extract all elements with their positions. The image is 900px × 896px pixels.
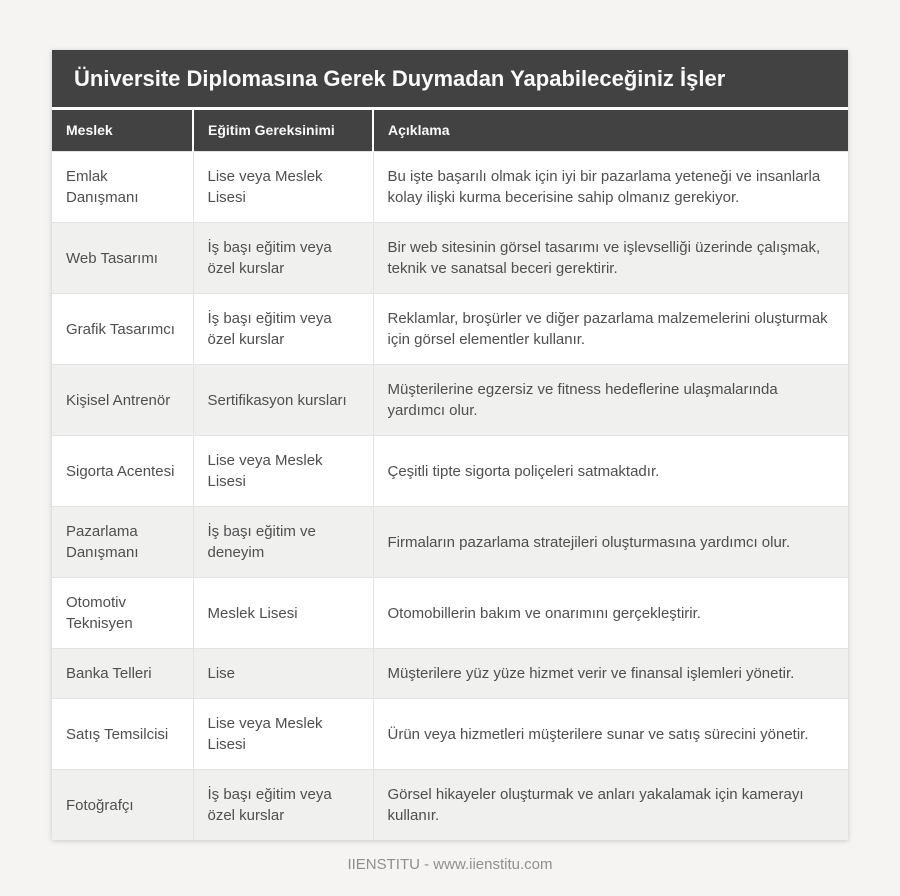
description-cell: Firmaların pazarlama stratejileri oluştu… [372,506,848,578]
description-cell: Ürün veya hizmetleri müşterilere sunar v… [372,698,848,770]
education-requirement-cell: İş başı eğitim veya özel kurslar [192,293,373,365]
column-header-meslek: Meslek [52,110,193,152]
page-background: { "footer": "IIENSTITU - www.iienstitu.c… [0,50,900,896]
job-name-cell: Fotoğrafçı [52,769,193,840]
table-row: Otomotiv Teknisyen Meslek Lisesi Otomobi… [52,577,848,649]
footer-credit: IIENSTITU - www.iienstitu.com [347,856,553,873]
table-row: Pazarlama Danışmanı İş başı eğitim ve de… [52,506,848,578]
description-cell: Bir web sitesinin görsel tasarımı ve işl… [372,222,848,294]
education-requirement-cell: İş başı eğitim veya özel kurslar [192,222,373,294]
table-row: Sigorta Acentesi Lise veya Meslek Lisesi… [52,435,848,507]
table-card: Üniversite Diplomasına Gerek Duymadan Ya… [52,50,848,840]
job-name-cell: Pazarlama Danışmanı [52,506,193,578]
job-name-cell: Sigorta Acentesi [52,435,193,507]
description-cell: Reklamlar, broşürler ve diğer pazarlama … [372,293,848,365]
job-name-cell: Kişisel Antrenör [52,364,193,436]
jobs-table: Meslek Eğitim Gereksinimi Açıklama Emlak… [52,110,848,840]
table-row: Grafik Tasarımcı İş başı eğitim veya öze… [52,293,848,365]
education-requirement-cell: Meslek Lisesi [192,577,373,649]
description-cell: Görsel hikayeler oluşturmak ve anları ya… [372,769,848,840]
page-title: Üniversite Diplomasına Gerek Duymadan Ya… [52,50,848,110]
description-cell: Bu işte başarılı olmak için iyi bir paza… [372,151,848,223]
column-header-egitim-gereksinimi: Eğitim Gereksinimi [192,110,373,152]
description-cell: Müşterilerine egzersiz ve fitness hedefl… [372,364,848,436]
job-name-cell: Emlak Danışmanı [52,151,193,223]
education-requirement-cell: İş başı eğitim ve deneyim [192,506,373,578]
table-row: Banka Telleri Lise Müşterilere yüz yüze … [52,648,848,699]
column-header-aciklama: Açıklama [372,110,848,152]
job-name-cell: Banka Telleri [52,648,193,699]
education-requirement-cell: Sertifikasyon kursları [192,364,373,436]
job-name-cell: Grafik Tasarımcı [52,293,193,365]
table-row: Kişisel Antrenör Sertifikasyon kursları … [52,364,848,436]
education-requirement-cell: Lise veya Meslek Lisesi [192,151,373,223]
job-name-cell: Satış Temsilcisi [52,698,193,770]
education-requirement-cell: Lise veya Meslek Lisesi [192,698,373,770]
job-name-cell: Web Tasarımı [52,222,193,294]
table-row: Web Tasarımı İş başı eğitim veya özel ku… [52,222,848,294]
table-row: Fotoğrafçı İş başı eğitim veya özel kurs… [52,769,848,840]
description-cell: Otomobillerin bakım ve onarımını gerçekl… [372,577,848,649]
description-cell: Müşterilere yüz yüze hizmet verir ve fin… [372,648,848,699]
education-requirement-cell: İş başı eğitim veya özel kurslar [192,769,373,840]
education-requirement-cell: Lise veya Meslek Lisesi [192,435,373,507]
table-row: Satış Temsilcisi Lise veya Meslek Lisesi… [52,698,848,770]
table-header-row: Meslek Eğitim Gereksinimi Açıklama [52,110,848,152]
table-body: Emlak Danışmanı Lise veya Meslek Lisesi … [52,151,848,840]
job-name-cell: Otomotiv Teknisyen [52,577,193,649]
education-requirement-cell: Lise [192,648,373,699]
table-row: Emlak Danışmanı Lise veya Meslek Lisesi … [52,151,848,223]
description-cell: Çeşitli tipte sigorta poliçeleri satmakt… [372,435,848,507]
